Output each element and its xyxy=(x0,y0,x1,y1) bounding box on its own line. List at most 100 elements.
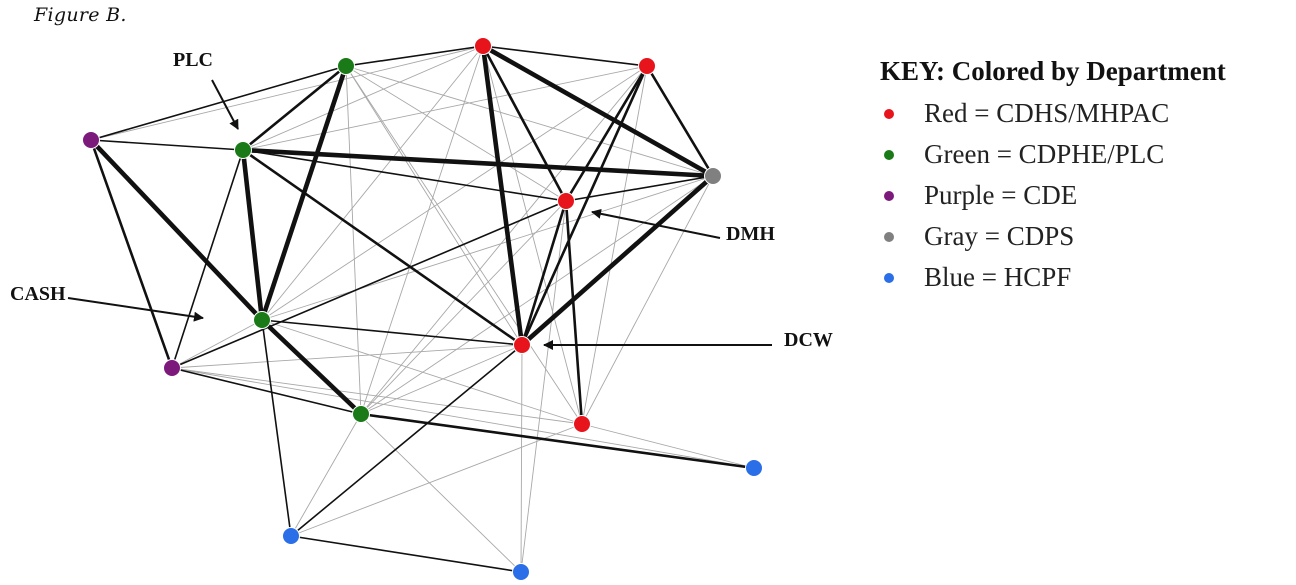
light-edge xyxy=(360,45,484,415)
light-edge xyxy=(171,344,523,369)
key-list: Red = CDHS/MHPAC Green = CDPHE/PLC Purpl… xyxy=(880,93,1290,298)
blue-dot-icon xyxy=(884,272,894,283)
edge xyxy=(645,64,715,178)
red-node xyxy=(638,57,656,75)
light-edge xyxy=(360,200,567,415)
key-item-red: Red = CDHS/MHPAC xyxy=(880,93,1290,134)
key-item-label: Green = CDPHE/PLC xyxy=(924,139,1165,169)
gray-dot-icon xyxy=(884,231,894,242)
light-edge xyxy=(345,65,567,202)
light-edge xyxy=(482,45,583,425)
department-key: KEY: Colored by Department Red = CDHS/MH… xyxy=(880,56,1290,298)
edge xyxy=(481,44,568,203)
light-edge xyxy=(171,367,583,425)
edge xyxy=(520,64,649,347)
dmh-label: DMH xyxy=(726,223,775,245)
edge xyxy=(240,147,265,323)
light-edge xyxy=(261,319,583,425)
edge xyxy=(290,344,523,537)
light-edge xyxy=(345,65,714,177)
purple-dot-icon xyxy=(884,190,894,201)
edge xyxy=(241,64,348,152)
red-node xyxy=(474,37,492,55)
edge xyxy=(88,137,265,323)
edge xyxy=(241,148,524,347)
light-edge xyxy=(261,45,484,321)
key-item-label: Red = CDHS/MHPAC xyxy=(924,98,1170,128)
node-group xyxy=(82,37,763,581)
cash-label: CASH xyxy=(10,283,66,305)
edge xyxy=(519,173,716,348)
blue-node xyxy=(512,563,530,581)
light-edge xyxy=(345,65,362,415)
light-edge xyxy=(360,65,648,415)
red-node xyxy=(557,192,575,210)
edge xyxy=(89,138,174,370)
light-edge xyxy=(171,319,263,369)
edge xyxy=(261,319,292,537)
dcw-label: DCW xyxy=(784,329,833,351)
edge xyxy=(242,149,567,202)
blue-node xyxy=(282,527,300,545)
edge xyxy=(171,367,362,415)
edge xyxy=(171,149,244,369)
green-node xyxy=(352,405,370,423)
dmh-arrow xyxy=(591,208,721,239)
edge xyxy=(482,45,648,67)
edge-group xyxy=(88,43,756,573)
light-edge xyxy=(581,423,755,469)
key-item-label: Purple = CDE xyxy=(924,180,1078,210)
network-diagram xyxy=(67,37,772,581)
light-edge xyxy=(90,45,484,141)
green-dot-icon xyxy=(884,149,894,160)
light-edge xyxy=(520,344,523,573)
green-node xyxy=(337,57,355,75)
edge xyxy=(520,199,568,347)
purple-node xyxy=(82,131,100,149)
green-node xyxy=(234,141,252,159)
purple-node xyxy=(163,359,181,377)
blue-node xyxy=(745,459,763,477)
edge xyxy=(240,147,716,179)
edge xyxy=(261,319,523,346)
edge xyxy=(565,175,714,202)
light-edge xyxy=(360,344,523,415)
edge xyxy=(480,43,525,348)
key-item-label: Gray = CDPS xyxy=(924,221,1075,251)
key-title: KEY: Colored by Department xyxy=(880,56,1226,86)
light-edge xyxy=(581,175,714,425)
red-dot-icon xyxy=(884,108,894,119)
light-edge xyxy=(345,65,523,346)
key-item-label: Blue = HCPF xyxy=(924,262,1072,292)
arrow-group xyxy=(67,79,772,350)
cash-arrow xyxy=(67,297,204,322)
edge xyxy=(171,200,567,369)
figure-title: Figure B. xyxy=(34,4,127,26)
gray-node xyxy=(704,167,722,185)
light-edge xyxy=(242,45,484,151)
edge xyxy=(345,45,484,67)
key-item-gray: Gray = CDPS xyxy=(880,216,1290,257)
edge xyxy=(564,64,649,203)
edge xyxy=(564,199,584,426)
light-edge xyxy=(520,200,567,573)
light-edge xyxy=(261,175,714,321)
light-edge xyxy=(581,65,648,425)
light-edge xyxy=(290,413,362,537)
key-item-green: Green = CDPHE/PLC xyxy=(880,134,1290,175)
light-edge xyxy=(171,367,755,469)
red-node xyxy=(513,336,531,354)
edge xyxy=(90,139,244,151)
light-edge xyxy=(290,423,583,537)
plc-arrow xyxy=(211,79,239,130)
edge xyxy=(290,535,522,573)
red-node xyxy=(573,415,591,433)
edge xyxy=(90,65,347,141)
plc-label: PLC xyxy=(173,49,213,71)
light-edge xyxy=(261,65,648,321)
key-item-blue: Blue = HCPF xyxy=(880,257,1290,298)
edge xyxy=(359,412,756,470)
green-node xyxy=(253,311,271,329)
key-item-purple: Purple = CDE xyxy=(880,175,1290,216)
light-edge xyxy=(242,65,648,151)
